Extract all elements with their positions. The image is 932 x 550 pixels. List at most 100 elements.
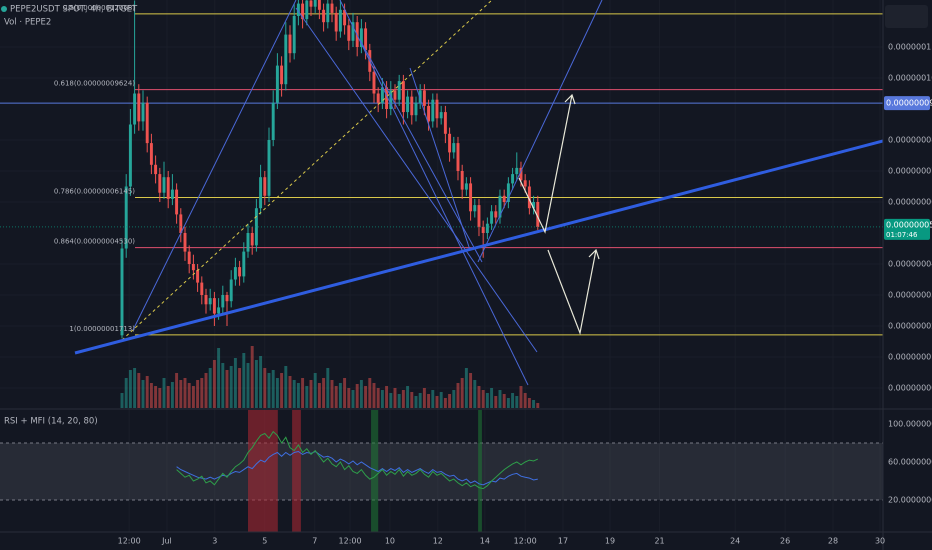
volume-bar (414, 396, 418, 408)
volume-bar (284, 366, 288, 408)
candle-body (263, 177, 267, 196)
candle-body (439, 112, 443, 119)
candle-body (385, 87, 389, 109)
volume-bar (372, 383, 376, 408)
candle-body (191, 264, 195, 271)
volume-bar (393, 388, 397, 408)
candle-body (183, 233, 187, 252)
volume-bar (288, 376, 292, 408)
volume-bar (301, 378, 305, 408)
volume-bar (376, 388, 380, 408)
candle-body (233, 267, 237, 280)
candle-body (166, 177, 170, 199)
volume-bar (238, 368, 242, 408)
volume-bar (246, 363, 250, 408)
volume-bar (456, 383, 460, 408)
volume-bar (435, 396, 439, 408)
candle-body (288, 34, 292, 54)
candle-body (490, 211, 494, 224)
indicator-tick-label: 60.00000000000 (888, 457, 932, 466)
volume-bar (149, 383, 153, 408)
volume-bar (498, 390, 502, 408)
candle-body (120, 248, 124, 336)
candle-body (242, 251, 246, 277)
volume-bar (410, 392, 414, 408)
candle-body (523, 180, 527, 187)
candle-body (292, 15, 296, 54)
candle-body (393, 90, 397, 100)
y-tick-label: 0.00000007000 (888, 166, 932, 175)
candle-body (380, 87, 384, 103)
volume-bar (502, 394, 506, 408)
candle-body (229, 279, 233, 302)
volume-bar (275, 378, 279, 408)
signal-highlight (371, 410, 379, 532)
indicator-pane: 100.00000000000 60.00000000000 20.00000000… (0, 410, 932, 532)
candle-body (326, 3, 330, 23)
candle-body (246, 233, 250, 252)
volume-bar (217, 348, 221, 408)
candle-body (254, 208, 258, 246)
y-tick-label: 0.00000002000 (888, 322, 932, 331)
candle-body (389, 90, 393, 109)
candle-body (212, 298, 216, 314)
y-tick-label: 0.00000004000 (888, 260, 932, 269)
candle-body (406, 96, 410, 113)
volume-bar (225, 370, 229, 408)
volume-bar (389, 393, 393, 408)
candle-body (464, 183, 468, 190)
volume-bar (397, 394, 401, 408)
candle-body (334, 12, 338, 32)
volume-bar (338, 383, 342, 408)
volume-bar (322, 378, 326, 408)
x-tick-label: 28 (828, 537, 838, 546)
volume-bar (385, 386, 389, 408)
volume-bar (473, 380, 477, 408)
candle-body (158, 174, 162, 193)
volume-bar (187, 383, 191, 408)
candle-body (536, 202, 540, 227)
volume-bar (158, 388, 162, 408)
volume-bar (229, 366, 233, 408)
volume-bar (317, 383, 321, 408)
volume-bar (183, 378, 187, 408)
volume-bar (305, 386, 309, 408)
volume-bar (179, 380, 183, 408)
y-tick-label: 0.00000011000 (888, 42, 932, 51)
candle-body (250, 233, 254, 246)
x-tick-label: 12:00 (514, 537, 537, 546)
volume-bar (233, 358, 237, 408)
x-tick-label: 7 (312, 537, 317, 546)
volume-bar (364, 386, 368, 408)
y-tick-label: 0.00000003000 (888, 291, 932, 300)
candle-body (149, 143, 153, 165)
volume-bar (259, 356, 263, 408)
candle-body (477, 205, 481, 227)
candle-body (485, 223, 489, 234)
volume-bar (418, 393, 422, 408)
x-tick-label: 5 (262, 537, 267, 546)
volume-bar (242, 353, 246, 408)
volume-bar (511, 393, 515, 408)
candle-body (145, 102, 149, 144)
volume-label: Vol · PEPE2 (4, 18, 51, 28)
candle-body (422, 90, 426, 106)
volume-bar (212, 360, 216, 408)
candle-body (217, 307, 221, 314)
trend-line (339, 0, 529, 386)
x-tick-label: 24 (730, 537, 740, 546)
x-tick-label: 26 (780, 537, 790, 546)
candle-body (317, 0, 321, 10)
candle-body (267, 139, 271, 196)
volume-bar (485, 393, 489, 408)
volume-bar (523, 393, 527, 408)
volume-bar (334, 386, 338, 408)
candle-body (364, 28, 368, 51)
candle-body (330, 3, 334, 13)
settings-box[interactable] (885, 5, 928, 28)
volume-bar (330, 380, 334, 408)
candle-body (527, 186, 531, 209)
candle-body (309, 0, 313, 7)
candle-body (221, 295, 225, 308)
